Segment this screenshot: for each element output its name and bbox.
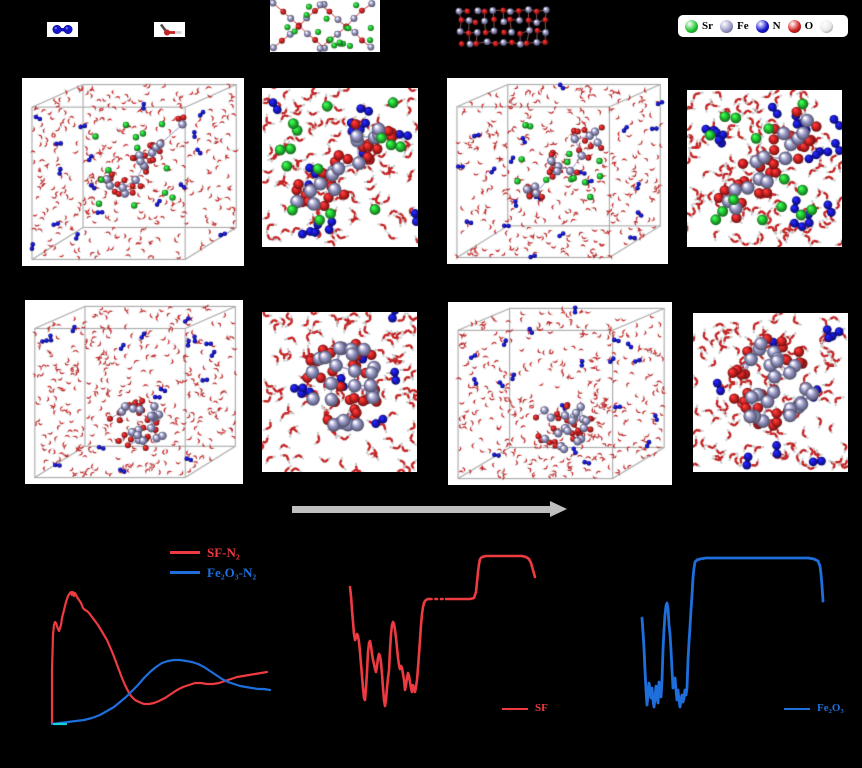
chart-plot-area xyxy=(640,556,825,709)
atom-sphere-icon-sr xyxy=(685,19,698,33)
simulation-snapshot-sf-n2-box-initial xyxy=(22,78,244,266)
legend-line-swatch xyxy=(784,707,810,710)
rdf-comparison-chart: SF-N₂ Fe₂O₃-N₂ xyxy=(0,530,290,768)
legend-line-swatch xyxy=(170,571,200,574)
chart-curve-Fe₂O₃-N₂ xyxy=(50,658,272,726)
simulation-snapshot-fe2o3-n2-box-initial xyxy=(25,300,243,484)
atom-legend-label: Sr xyxy=(702,19,713,32)
water-bent-glyph xyxy=(159,23,182,36)
chart-curve-SF xyxy=(348,585,432,708)
legend-label: Fe₂O₃-N₂ xyxy=(207,565,257,580)
legend-line-swatch xyxy=(502,707,528,710)
atom-sphere-icon-fe xyxy=(720,19,733,33)
chart-plot-area xyxy=(348,554,537,708)
atom-legend-label: Fe xyxy=(737,19,749,32)
simulation-snapshot-sf-n2-zoom-final xyxy=(687,90,842,247)
simulation-snapshot-sf-n2-zoom-initial xyxy=(262,88,418,247)
chart-legend-entry: Fe₂O₃ xyxy=(784,703,844,714)
chart-plot-area xyxy=(50,590,272,726)
sf-profile-chart: SF xyxy=(290,530,580,768)
simulation-snapshot-fe2o3-n2-box-final xyxy=(448,302,672,485)
water-molecule-icon xyxy=(154,22,185,37)
sf-crystal-structure-icon xyxy=(270,0,380,52)
time-progress-arrow-icon xyxy=(292,501,568,517)
chart-legend-entry: SF-N₂ xyxy=(170,546,256,559)
simulation-snapshot-fe2o3-n2-zoom-final xyxy=(693,313,848,472)
arrow-shaft xyxy=(292,505,552,513)
simulation-snapshot-sf-n2-box-final xyxy=(447,78,668,264)
arrow-head xyxy=(550,501,567,517)
n2-molecule-icon xyxy=(47,22,78,37)
atom-sphere-icon-n xyxy=(755,19,769,33)
n2-dumbbell-glyph xyxy=(52,25,73,34)
chart-legend: Fe₂O₃ xyxy=(784,703,844,714)
chart-legend: SF-N₂ Fe₂O₃-N₂ xyxy=(170,546,256,579)
legend-line-swatch xyxy=(170,551,200,554)
atom-legend-label: N xyxy=(772,19,781,32)
atom-legend-label: O xyxy=(804,19,814,32)
legend-label: Fe₂O₃ xyxy=(817,702,844,714)
atom-sphere-icon-h xyxy=(820,19,834,33)
atom-sphere-icon-o xyxy=(787,19,801,33)
legend-label: SF-N₂ xyxy=(207,545,240,560)
chart-legend-entry: Fe₂O₃-N₂ xyxy=(170,566,256,579)
simulation-snapshot-fe2o3-n2-zoom-initial xyxy=(262,312,417,472)
chart-curve-SF-N₂ xyxy=(50,590,269,725)
chart-curve-Fe₂O₃ xyxy=(640,556,825,709)
atom-color-legend: Sr Fe N O xyxy=(678,15,849,37)
fe2o3-profile-chart: Fe₂O₃ xyxy=(580,530,862,768)
legend-label: SF xyxy=(535,702,548,714)
chart-curve-SF-upper xyxy=(444,554,537,601)
chart-legend: SF xyxy=(502,703,548,714)
chart-legend-entry: SF xyxy=(502,703,548,714)
fe2o3-crystal-structure-icon xyxy=(455,3,550,50)
